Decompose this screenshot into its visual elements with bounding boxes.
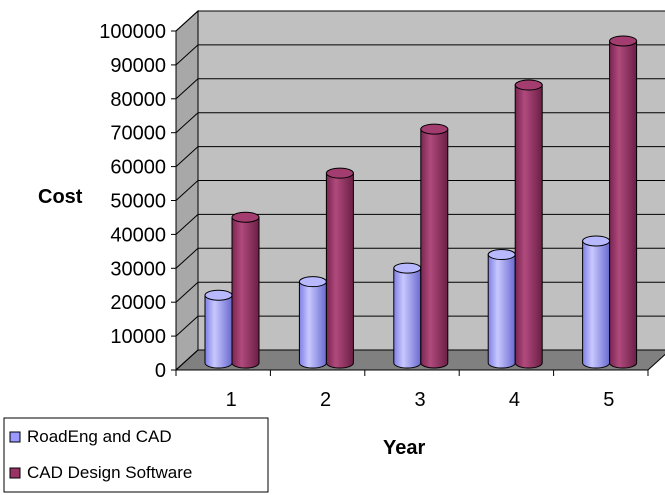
bar-top [487, 249, 516, 261]
bar-roadeng-year-5 [582, 235, 611, 369]
y-tick-label: 0 [155, 360, 166, 382]
y-tick-labels: 0 10000 20000 30000 40000 50000 60000 70000 8000… [99, 21, 166, 382]
bars [204, 35, 638, 369]
bar-cad-design-year-3 [420, 123, 449, 369]
bar-top [582, 235, 611, 247]
x-tick-label: 1 [226, 389, 237, 411]
y-tick-label: 60000 [110, 157, 166, 179]
y-tick-label: 50000 [110, 191, 166, 213]
bar-top [325, 167, 354, 179]
bar-body [514, 84, 543, 369]
bar-top [298, 276, 327, 288]
legend-box [3, 417, 269, 493]
legend-label-cad-design: CAD Design Software [27, 463, 192, 482]
legend-swatch-cad-design [9, 467, 21, 479]
bar-cad-design-year-1 [231, 211, 260, 369]
gridline [175, 78, 665, 100]
x-tick-label: 3 [414, 389, 425, 411]
bar-top [231, 211, 260, 223]
y-tick-label: 40000 [110, 224, 166, 246]
gridline [175, 44, 665, 66]
bar-body [420, 128, 449, 369]
legend-swatch-roadeng [9, 431, 21, 443]
y-tick-label: 70000 [110, 123, 166, 145]
bar-body [204, 294, 233, 369]
gridline [175, 10, 665, 32]
bar-top [204, 289, 233, 301]
bar-body [393, 267, 422, 369]
x-tick-label: 2 [320, 389, 331, 411]
y-tick-label: 10000 [110, 326, 166, 348]
bar-roadeng-year-4 [487, 249, 516, 369]
bar-top [420, 123, 449, 135]
bar-cad-design-year-5 [609, 35, 638, 369]
bar-roadeng-year-3 [393, 262, 422, 369]
bar-body [325, 172, 354, 369]
bar-body [582, 240, 611, 369]
bar-body [609, 40, 638, 369]
bar-body [298, 281, 327, 369]
bar-roadeng-year-2 [298, 276, 327, 369]
bar-cad-design-year-2 [325, 167, 354, 369]
bar-body [487, 254, 516, 369]
bar-body [231, 216, 260, 369]
y-tick-label: 80000 [110, 89, 166, 111]
gridline [175, 146, 665, 167]
bar-cad-design-year-4 [514, 79, 543, 369]
x-tick-label: 4 [509, 389, 520, 411]
y-axis-title: Cost [38, 186, 83, 208]
gridline [175, 112, 665, 134]
x-tick-label: 5 [603, 389, 614, 411]
bar-top [609, 35, 638, 47]
y-tick-label: 20000 [110, 292, 166, 314]
bar-top [393, 262, 422, 274]
gridline [175, 180, 665, 201]
y-tick-label: 90000 [110, 55, 166, 77]
gridline [175, 247, 665, 269]
bar-roadeng-year-1 [204, 289, 233, 369]
gridline [175, 213, 665, 235]
legend-label-roadeng: RoadEng and CAD [27, 427, 172, 446]
y-tick-label: 100000 [99, 21, 166, 43]
bar-top [514, 79, 543, 91]
x-tick-labels: 1 2 3 4 5 [175, 369, 649, 411]
legend: RoadEng and CAD CAD Design Software [3, 417, 269, 493]
x-axis-title: Year [383, 437, 425, 459]
y-tick-label: 30000 [110, 258, 166, 280]
